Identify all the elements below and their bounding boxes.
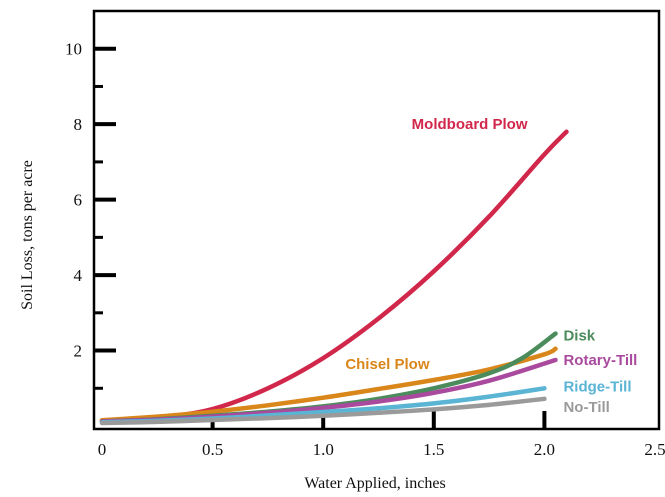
series-label-no-till: No-Till [563,399,609,416]
x-tick-label: 1.0 [313,440,334,459]
series-label-moldboard-plow: Moldboard Plow [412,116,528,133]
x-tick-label: 2.0 [534,440,555,459]
x-axis-title: Water Applied, inches [304,475,445,492]
x-tick-label: 0.5 [202,440,223,459]
series-labels: Moldboard Plow Chisel Plow Disk Rotary-Till… [345,116,637,416]
y-tick-label: 8 [74,115,83,134]
series-line-no-till [99,396,547,426]
y-tick-label: 10 [65,40,82,59]
series-label-rotary-till: Rotary-Till [563,352,637,369]
series-lines [99,129,569,426]
y-tick-label: 6 [74,191,83,210]
x-tick-label: 0 [98,440,107,459]
series-label-disk: Disk [563,327,595,344]
plot-frame [92,9,661,431]
series-label-ridge-till: Ridge-Till [563,378,631,395]
x-tick-label: 2.5 [644,440,665,459]
y-axis-ticks: 2 4 6 8 10 [65,40,116,390]
y-tick-label: 4 [74,266,83,285]
y-tick-label: 2 [74,342,83,361]
x-tick-label: 1.5 [423,440,444,459]
y-axis-title: Soil Loss, tons per acre [19,160,36,310]
series-label-chisel-plow: Chisel Plow [345,356,430,373]
plot-border [92,9,661,431]
